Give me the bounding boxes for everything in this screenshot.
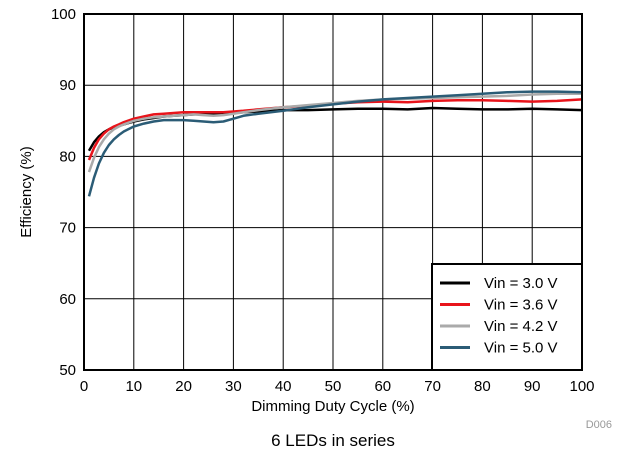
legend: Vin = 3.0 V Vin = 3.6 V Vin = 4.2 V Vin = 5…: [431, 263, 583, 371]
x-tick-label: 10: [125, 378, 142, 395]
y-tick-label: 100: [51, 6, 76, 23]
x-tick-label: 70: [424, 378, 441, 395]
y-tick-label: 80: [59, 148, 76, 165]
x-tick-label: 20: [175, 378, 192, 395]
y-tick-label: 70: [59, 220, 76, 237]
figure-code: D006: [586, 419, 612, 431]
y-axis-label: Efficiency (%): [18, 146, 35, 237]
x-tick-label: 100: [569, 378, 594, 395]
tick-labels: 0 10 20 30 40 50 60 70 80 90 100 50 60 70 80 90 100: [51, 6, 595, 395]
x-tick-label: 40: [275, 378, 292, 395]
x-tick-label: 90: [524, 378, 541, 395]
y-tick-label: 50: [59, 362, 76, 379]
series-line: [87, 92, 582, 173]
x-tick-label: 0: [80, 378, 88, 395]
x-tick-label: 30: [225, 378, 242, 395]
legend-label: Vin = 5.0 V: [484, 340, 558, 357]
chart-caption: 6 LEDs in series: [271, 431, 395, 450]
series-line: [87, 98, 583, 161]
legend-label: Vin = 4.2 V: [484, 318, 558, 335]
legend-label: Vin = 3.6 V: [484, 297, 558, 314]
x-tick-label: 80: [474, 378, 491, 395]
x-tick-label: 50: [325, 378, 342, 395]
x-axis-label: Dimming Duty Cycle (%): [251, 398, 414, 415]
x-tick-label: 60: [374, 378, 391, 395]
plot-frame: [83, 13, 583, 371]
y-tick-label: 90: [59, 77, 76, 94]
y-tick-label: 60: [59, 291, 76, 308]
legend-label: Vin = 3.0 V: [484, 275, 558, 292]
series-line: [87, 90, 583, 197]
legend-items: Vin = 3.0 V Vin = 3.6 V Vin = 4.2 V Vin = 5…: [440, 275, 558, 357]
series-lines: [87, 90, 583, 197]
